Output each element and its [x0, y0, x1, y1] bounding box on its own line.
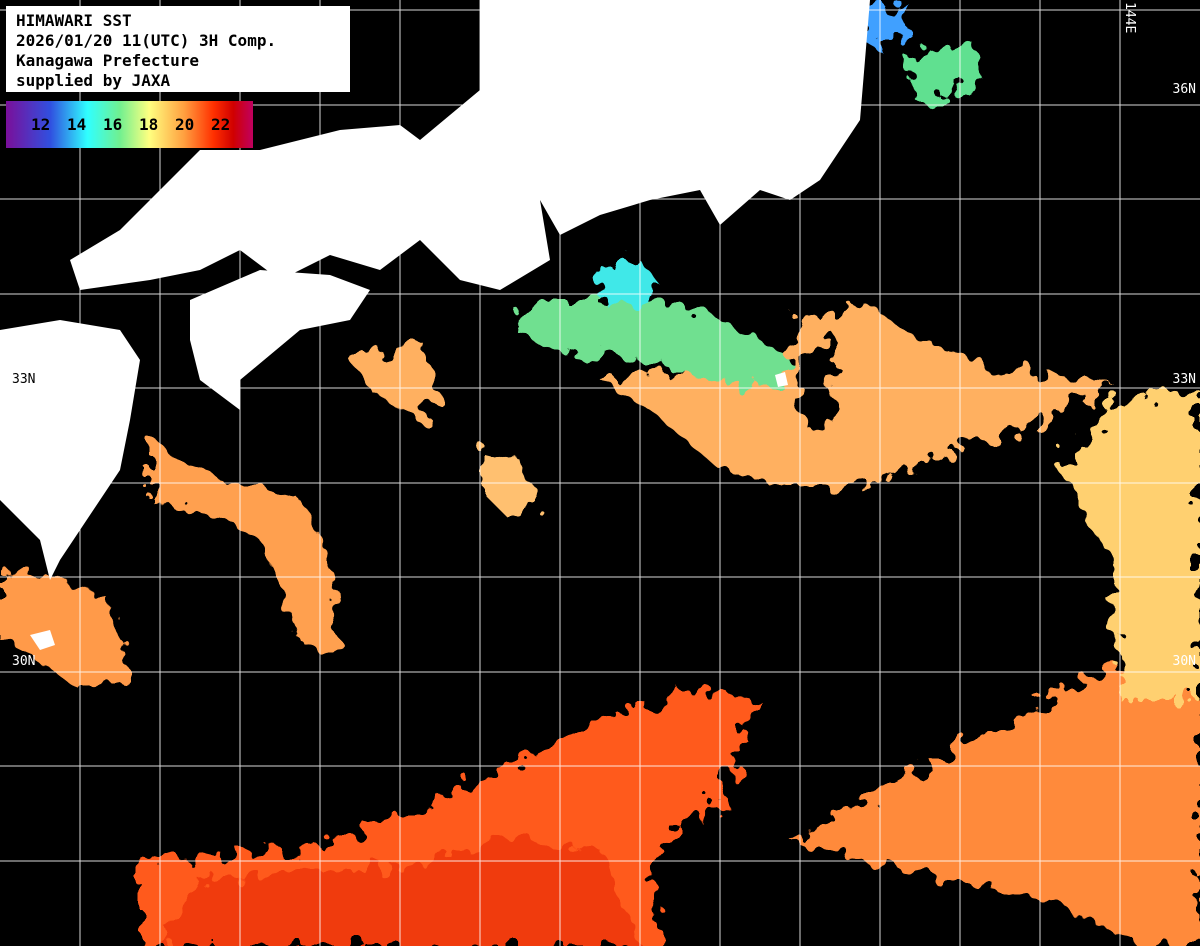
scale-tick: 22	[211, 115, 231, 134]
title-line: HIMAWARI SST	[16, 11, 132, 30]
sst-coastal-cyan	[595, 260, 660, 310]
land-honshu	[70, 0, 870, 290]
color-scale-legend: 12 14 16 18 20 22	[6, 101, 253, 148]
land-izu-oshima	[775, 372, 788, 387]
sst-kyushu-south	[0, 570, 130, 690]
title-line: Kanagawa Prefecture	[16, 51, 200, 70]
lat-label: 30N	[12, 654, 36, 669]
scale-tick: 16	[103, 115, 123, 134]
lat-label: 36N	[1172, 82, 1196, 97]
scale-tick: 20	[175, 115, 195, 134]
land-tanegashima	[30, 630, 55, 650]
land-layer	[0, 0, 870, 650]
sst-tosa-patch	[350, 340, 440, 420]
lat-label: 33N	[12, 372, 36, 387]
sst-southeast	[790, 620, 1200, 946]
sst-kanto-cyan	[862, 0, 905, 50]
sst-kanto-green	[910, 40, 980, 105]
sst-west-plume	[150, 440, 340, 660]
title-box: HIMAWARI SST 2026/01/20 11(UTC) 3H Comp.…	[6, 6, 350, 92]
sst-kuroshio	[600, 300, 1110, 490]
scale-tick: 18	[139, 115, 159, 134]
sst-kuroshio-eddy	[795, 330, 845, 430]
sst-east	[1060, 390, 1200, 700]
lon-label: 136E	[482, 2, 497, 34]
lon-label: 144E	[1122, 2, 1137, 34]
title-line: 2026/01/20 11(UTC) 3H Comp.	[16, 31, 277, 50]
lat-label: 30N	[1172, 654, 1196, 669]
scale-tick: 12	[31, 115, 51, 134]
scale-tick: 14	[67, 115, 87, 134]
sst-kii-patch	[480, 450, 540, 520]
lat-label: 33N	[1172, 372, 1196, 387]
land-kyushu	[0, 320, 140, 580]
title-line: supplied by JAXA	[16, 71, 171, 90]
land-shikoku	[190, 270, 370, 410]
